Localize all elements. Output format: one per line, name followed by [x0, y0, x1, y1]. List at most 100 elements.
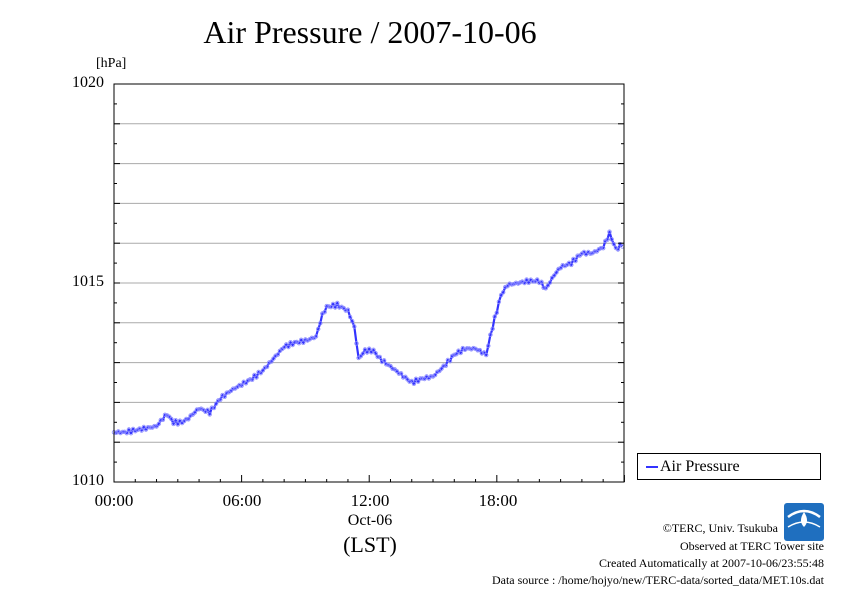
data-point: [515, 281, 521, 286]
data-point: [322, 310, 327, 315]
data-point: [264, 364, 270, 369]
data-point: [524, 277, 529, 282]
data-point: [130, 426, 136, 432]
data-point: [309, 335, 314, 340]
data-point: [305, 338, 310, 343]
data-point: [141, 424, 146, 430]
data-point: [296, 341, 302, 346]
data-point: [458, 350, 463, 356]
data-point: [543, 286, 548, 291]
data-point: [388, 363, 393, 369]
data-point: [145, 425, 151, 430]
data-point: [364, 350, 370, 355]
data-point: [350, 319, 355, 324]
data-point: [409, 378, 414, 384]
data-point: [615, 247, 621, 252]
data-point: [362, 347, 368, 352]
data-point: [428, 374, 434, 379]
data-point: [345, 307, 351, 312]
data-point: [160, 417, 166, 422]
data-point: [415, 379, 421, 384]
chart-title: Air Pressure / 2007-10-06: [203, 14, 537, 50]
data-point: [237, 382, 242, 388]
data-point: [441, 363, 446, 368]
data-point: [503, 284, 508, 290]
data-point: [273, 353, 278, 358]
data-point: [501, 290, 506, 295]
x-tick-label-0000: 00:00: [94, 491, 134, 510]
data-point: [518, 280, 523, 285]
data-point: [324, 303, 329, 309]
data-point: [464, 346, 470, 351]
data-point: [120, 429, 125, 435]
data-point: [375, 354, 380, 360]
data-point: [124, 431, 129, 436]
data-point: [347, 314, 353, 320]
x-tick-label-1800: 18:00: [478, 491, 518, 510]
data-point: [418, 376, 423, 381]
data-point: [215, 398, 221, 403]
credit-data-source: Data source : /home/hojyo/new/TERC-data/…: [491, 573, 824, 587]
data-point: [301, 340, 306, 345]
data-point: [156, 421, 161, 427]
data-point: [552, 273, 557, 278]
data-point: [230, 386, 236, 391]
data-point: [513, 280, 519, 285]
data-point: [407, 379, 412, 384]
data-point: [177, 418, 183, 423]
data-point: [598, 245, 604, 251]
data-point: [498, 292, 504, 298]
series-air-pressure: [111, 229, 625, 436]
data-point: [337, 305, 342, 310]
terc-logo-icon: [784, 503, 824, 541]
data-point: [333, 305, 338, 310]
data-point: [371, 347, 376, 352]
data-point: [335, 300, 340, 306]
data-point: [401, 375, 406, 380]
data-point: [454, 352, 459, 357]
data-point: [245, 378, 251, 383]
data-point: [343, 308, 348, 313]
data-point: [271, 356, 276, 361]
data-point: [450, 353, 455, 359]
x-axis-label: (LST): [343, 532, 397, 557]
data-point: [139, 428, 144, 433]
data-point: [269, 359, 274, 364]
data-point: [284, 342, 289, 347]
data-point: [413, 376, 419, 381]
data-point: [381, 358, 387, 363]
data-point: [439, 366, 444, 371]
data-point: [369, 350, 374, 355]
data-point: [475, 348, 480, 353]
data-point: [522, 280, 527, 286]
legend: Air Pressure: [637, 453, 821, 480]
data-point: [507, 281, 512, 286]
data-point: [316, 326, 321, 332]
data-point: [243, 381, 249, 386]
data-point: [281, 345, 287, 350]
credit-copyright: ©TERC, Univ. Tsukuba: [662, 521, 778, 535]
data-point: [373, 351, 378, 356]
data-point: [158, 417, 163, 423]
data-point: [609, 237, 614, 242]
data-point: [456, 348, 461, 353]
data-point: [171, 421, 176, 427]
data-point: [509, 282, 514, 287]
data-point: [320, 311, 325, 316]
data-point: [367, 346, 372, 351]
data-point: [224, 390, 229, 395]
data-point: [175, 422, 180, 427]
data-point: [477, 347, 482, 353]
data-point: [511, 281, 516, 287]
data-point: [318, 321, 323, 326]
data-point: [330, 301, 336, 307]
credit-created: Created Automatically at 2007-10-06/23:5…: [599, 556, 824, 570]
axis-ticks: [113, 83, 625, 483]
data-point: [452, 352, 457, 357]
legend-line-swatch: [646, 466, 658, 468]
data-point: [377, 354, 382, 360]
data-point: [484, 352, 489, 358]
data-point: [447, 359, 453, 364]
data-point: [592, 249, 597, 254]
data-point: [422, 376, 427, 382]
